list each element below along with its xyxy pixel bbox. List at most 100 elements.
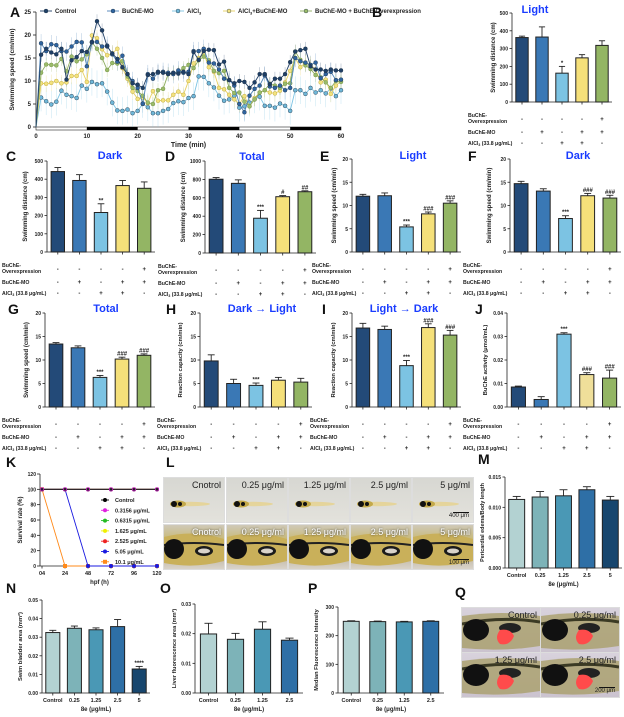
bar bbox=[70, 347, 86, 408]
data-point bbox=[160, 86, 166, 92]
photo-label: 2.5 μg/ml bbox=[370, 480, 408, 490]
treatment-sign: + bbox=[540, 130, 544, 136]
photo-label: 5 μg/ml bbox=[440, 480, 470, 490]
data-point bbox=[171, 92, 176, 98]
data-point bbox=[272, 91, 278, 96]
data-point bbox=[74, 95, 79, 101]
y-tick-label: 0.005 bbox=[488, 536, 501, 542]
data-point bbox=[267, 103, 273, 109]
treatment-sign: - bbox=[517, 435, 519, 441]
treatment-label: BuChE- bbox=[468, 113, 487, 119]
larva-photo-top: 2.5 μg/ml bbox=[350, 477, 412, 523]
treatment-sign: - bbox=[362, 435, 364, 441]
treatment-sign: - bbox=[520, 280, 522, 286]
data-point bbox=[94, 36, 100, 41]
x-tick-label: 0 bbox=[34, 134, 38, 140]
larva-liver-icon bbox=[462, 658, 540, 695]
treatment-sign: - bbox=[121, 422, 123, 428]
data-point bbox=[196, 74, 201, 79]
x-tick-label: 5 bbox=[138, 698, 141, 704]
photo-label: 2.5 μg/ml bbox=[578, 655, 616, 665]
data-point bbox=[59, 81, 64, 86]
bar bbox=[515, 37, 529, 103]
treatment-label: BuChE-MO bbox=[312, 280, 339, 286]
data-point bbox=[216, 85, 222, 91]
larva-photo-bottom: 1.25 μg/ml bbox=[288, 524, 350, 570]
data-point bbox=[242, 79, 247, 85]
treatment-sign: + bbox=[448, 435, 452, 441]
data-point bbox=[211, 85, 217, 90]
bar bbox=[136, 354, 152, 408]
panel-p: 0 100 200 300 Median Fluorescence Intensity C… bbox=[314, 605, 444, 713]
data-point bbox=[135, 96, 140, 102]
y-tick-label: 20 bbox=[342, 157, 348, 163]
larva-icon bbox=[357, 500, 397, 508]
y-tick-label: 1000 bbox=[190, 159, 201, 165]
treatment-sign: + bbox=[586, 280, 590, 286]
bar bbox=[203, 360, 219, 408]
treatment-sign: + bbox=[585, 435, 589, 441]
data-point bbox=[84, 86, 90, 92]
liver-fluorescence-photo: 0.25 μg/ml bbox=[540, 607, 620, 653]
treatment-sign: - bbox=[542, 291, 544, 297]
treatment-sign: + bbox=[277, 435, 281, 441]
y-tick-label: 0.00 bbox=[28, 691, 38, 697]
treatment-label: Overexpression bbox=[2, 424, 41, 430]
y-tick-label: 0.00 bbox=[493, 405, 503, 411]
data-point bbox=[145, 105, 151, 110]
treatment-sign: - bbox=[561, 117, 563, 123]
treatment-sign: - bbox=[100, 280, 102, 286]
data-point bbox=[242, 93, 247, 99]
y-tick-label: 200 bbox=[500, 64, 509, 70]
data-point bbox=[171, 100, 176, 106]
treatment-sign: - bbox=[362, 446, 364, 452]
data-point bbox=[211, 47, 217, 53]
data-point bbox=[221, 68, 227, 74]
y-tick-label: 0 bbox=[28, 125, 32, 131]
larva-head-icon bbox=[413, 533, 473, 566]
data-point bbox=[237, 78, 242, 84]
bar bbox=[580, 195, 596, 253]
data-point bbox=[237, 101, 242, 107]
treatment-sign: - bbox=[99, 422, 101, 428]
panel-k: 0 20 40 60 80 100 120 04 24 48 72 96 120 hpf (h) Survi… bbox=[18, 472, 162, 586]
treatment-sign: + bbox=[600, 117, 604, 123]
bar bbox=[602, 197, 618, 253]
treatment-sign: - bbox=[215, 281, 217, 287]
treatment-sign: + bbox=[580, 130, 584, 136]
data-point bbox=[186, 95, 191, 101]
significance-label: *** bbox=[252, 378, 260, 384]
panel-letter-k: K bbox=[6, 454, 16, 470]
x-axis-label: Time (min) bbox=[171, 142, 206, 149]
treatment-sign: - bbox=[449, 291, 451, 297]
treatment-sign: - bbox=[427, 422, 429, 428]
treatment-label: BuChE-MO bbox=[2, 280, 29, 286]
y-tick-label: 500 bbox=[35, 159, 44, 165]
treatment-sign: + bbox=[254, 446, 258, 452]
significance-label: **** bbox=[135, 661, 145, 667]
data-point bbox=[135, 82, 140, 87]
panel-letter-n: N bbox=[6, 580, 16, 596]
significance-label: ### bbox=[582, 367, 593, 373]
data-point bbox=[38, 41, 44, 46]
panel-a: 0 5 10 15 20 25 0 10 20 30 40 50 60 Time (min) Swimmin… bbox=[9, 8, 421, 149]
data-point bbox=[150, 110, 156, 116]
treatment-sign: + bbox=[564, 291, 568, 297]
bar bbox=[377, 328, 392, 408]
legend-label: 1.625 μg/mL bbox=[115, 529, 147, 535]
data-point bbox=[69, 44, 74, 49]
treatment-label: BuChE- bbox=[157, 418, 176, 424]
data-point bbox=[176, 71, 181, 76]
data-point bbox=[132, 564, 136, 568]
data-point bbox=[191, 49, 196, 55]
treatment-sign: + bbox=[303, 268, 307, 274]
treatment-sign: - bbox=[78, 267, 80, 273]
data-point bbox=[130, 89, 135, 94]
significance-label: ### bbox=[445, 325, 456, 331]
treatment-sign: + bbox=[259, 292, 263, 298]
dark-period-bar bbox=[188, 127, 240, 130]
y-tick-label: 400 bbox=[35, 177, 44, 183]
bar bbox=[226, 383, 242, 408]
data-point bbox=[298, 47, 303, 53]
bar bbox=[280, 639, 299, 694]
